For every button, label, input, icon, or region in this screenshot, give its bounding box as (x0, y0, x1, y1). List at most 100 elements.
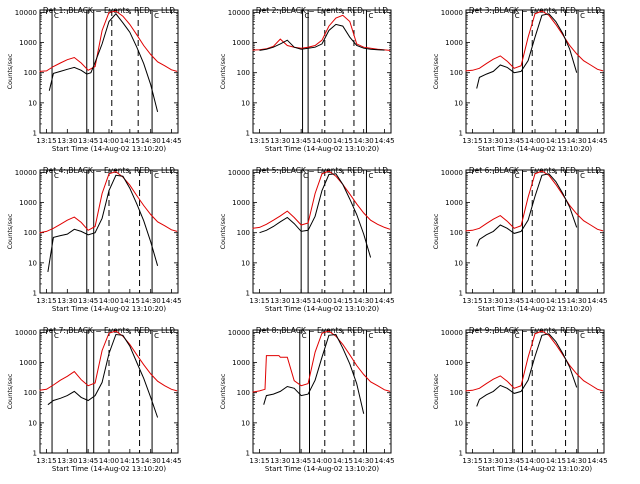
x-tick-label: 14:30 (354, 137, 374, 145)
x-tick-label: 13:15 (249, 137, 269, 145)
y-tick-label: 10 (454, 259, 463, 267)
x-tick-label: 14:45 (587, 137, 607, 145)
x-tick-label: 13:30 (57, 137, 77, 145)
x-tick-label: 13:30 (483, 297, 503, 305)
panel-annotation: C (368, 332, 373, 340)
y-tick-label: 1000 (445, 359, 463, 367)
y-tick-label: 100 (24, 389, 37, 397)
x-tick-label: 13:30 (483, 137, 503, 145)
panel-3: Det 3: BLACK = Events, RED = LLD11010010… (432, 6, 608, 153)
panel-6: Det 6: BLACK = Events, RED = LLD11010010… (432, 166, 608, 313)
panel-annotation: C (154, 332, 159, 340)
y-tick-label: 10000 (441, 169, 463, 177)
x-tick-label: 14:00 (525, 137, 545, 145)
y-tick-label: 1 (459, 450, 463, 458)
panel-7: Det 7: BLACK = Events, RED = LLD11010010… (6, 326, 182, 473)
panel-annotation: C (580, 172, 585, 180)
x-tick-label: 14:00 (312, 457, 332, 465)
y-tick-label: 100 (237, 389, 250, 397)
panel-annotation: C (54, 332, 59, 340)
y-tick-label: 1000 (19, 359, 37, 367)
y-tick-label: 1 (246, 450, 250, 458)
y-axis-label: Counts/sec (432, 373, 440, 409)
x-tick-label: 13:45 (291, 297, 311, 305)
x-tick-label: 13:45 (291, 457, 311, 465)
panel-annotation: C (515, 172, 520, 180)
x-axis-label: Start Time (14-Aug-02 13:10:20) (52, 465, 166, 473)
y-tick-label: 1 (246, 130, 250, 138)
y-tick-label: 10000 (15, 9, 37, 17)
x-tick-label: 13:45 (78, 137, 98, 145)
panel-annotation: C (580, 12, 585, 20)
panel-1: Det 1: BLACK = Events, RED = LLD11010010… (6, 6, 182, 153)
series-lld-line (252, 170, 391, 230)
panel-annotation: C (302, 332, 307, 340)
y-tick-label: 10000 (15, 329, 37, 337)
y-tick-label: 10000 (441, 329, 463, 337)
x-tick-label: 13:45 (78, 297, 98, 305)
x-tick-label: 14:30 (141, 297, 161, 305)
x-tick-label: 14:30 (567, 297, 587, 305)
panel-annotation: C (368, 172, 373, 180)
series-lld-line (39, 171, 178, 234)
y-tick-label: 100 (237, 69, 250, 77)
x-axis-label: Start Time (14-Aug-02 13:10:20) (52, 145, 166, 153)
y-tick-label: 10 (28, 259, 37, 267)
series-events-line (476, 333, 578, 407)
y-axis-label: Counts/sec (6, 53, 14, 89)
x-tick-label: 13:30 (57, 457, 77, 465)
x-tick-label: 14:45 (161, 297, 181, 305)
x-tick-label: 13:15 (36, 137, 56, 145)
y-axis-label: Counts/sec (219, 213, 227, 249)
series-events-line (47, 333, 159, 418)
x-tick-label: 14:30 (567, 457, 587, 465)
plot-frame (465, 9, 605, 134)
y-tick-label: 1000 (19, 39, 37, 47)
x-tick-label: 14:30 (141, 137, 161, 145)
y-tick-label: 100 (24, 229, 37, 237)
y-tick-label: 1 (459, 130, 463, 138)
x-tick-label: 14:45 (161, 137, 181, 145)
x-tick-label: 13:30 (483, 457, 503, 465)
y-tick-label: 10000 (441, 9, 463, 17)
x-axis-label: Start Time (14-Aug-02 13:10:20) (478, 305, 592, 313)
plot-frame (252, 329, 392, 454)
x-tick-label: 14:45 (374, 297, 394, 305)
panel-annotation: C (303, 172, 308, 180)
x-tick-label: 13:45 (504, 137, 524, 145)
y-tick-label: 10 (28, 419, 37, 427)
x-tick-label: 14:30 (567, 137, 587, 145)
series-events-line (476, 13, 578, 89)
x-tick-label: 13:15 (249, 297, 269, 305)
y-tick-label: 100 (450, 229, 463, 237)
y-tick-label: 10 (241, 419, 250, 427)
x-tick-label: 14:15 (120, 137, 140, 145)
x-tick-label: 13:15 (462, 137, 482, 145)
x-tick-label: 14:00 (99, 137, 119, 145)
x-tick-label: 13:15 (36, 457, 56, 465)
panel-annotation: C (54, 172, 59, 180)
series-events-line (47, 174, 159, 272)
x-tick-label: 14:15 (546, 297, 566, 305)
panel-annotation: C (154, 172, 159, 180)
panel-2: Det 2: BLACK = Events, RED = LLD11010010… (219, 6, 395, 153)
y-tick-label: 1 (459, 290, 463, 298)
panel-annotation: C (154, 12, 159, 20)
y-tick-label: 100 (450, 69, 463, 77)
x-tick-label: 14:45 (161, 457, 181, 465)
y-tick-label: 1 (33, 450, 37, 458)
y-tick-label: 10000 (15, 169, 37, 177)
panel-annotation: C (305, 12, 310, 20)
x-tick-label: 14:30 (354, 457, 374, 465)
y-tick-label: 1000 (19, 199, 37, 207)
x-tick-label: 14:45 (587, 297, 607, 305)
x-tick-label: 13:45 (504, 457, 524, 465)
series-events-line (263, 333, 365, 414)
plot-frame (252, 9, 392, 134)
x-tick-label: 14:00 (312, 297, 332, 305)
panel-9: Det 9: BLACK = Events, RED = LLD11010010… (432, 326, 608, 473)
y-tick-label: 1000 (232, 39, 250, 47)
series-events-line (259, 23, 385, 51)
y-tick-label: 10 (454, 99, 463, 107)
y-tick-label: 1 (33, 290, 37, 298)
